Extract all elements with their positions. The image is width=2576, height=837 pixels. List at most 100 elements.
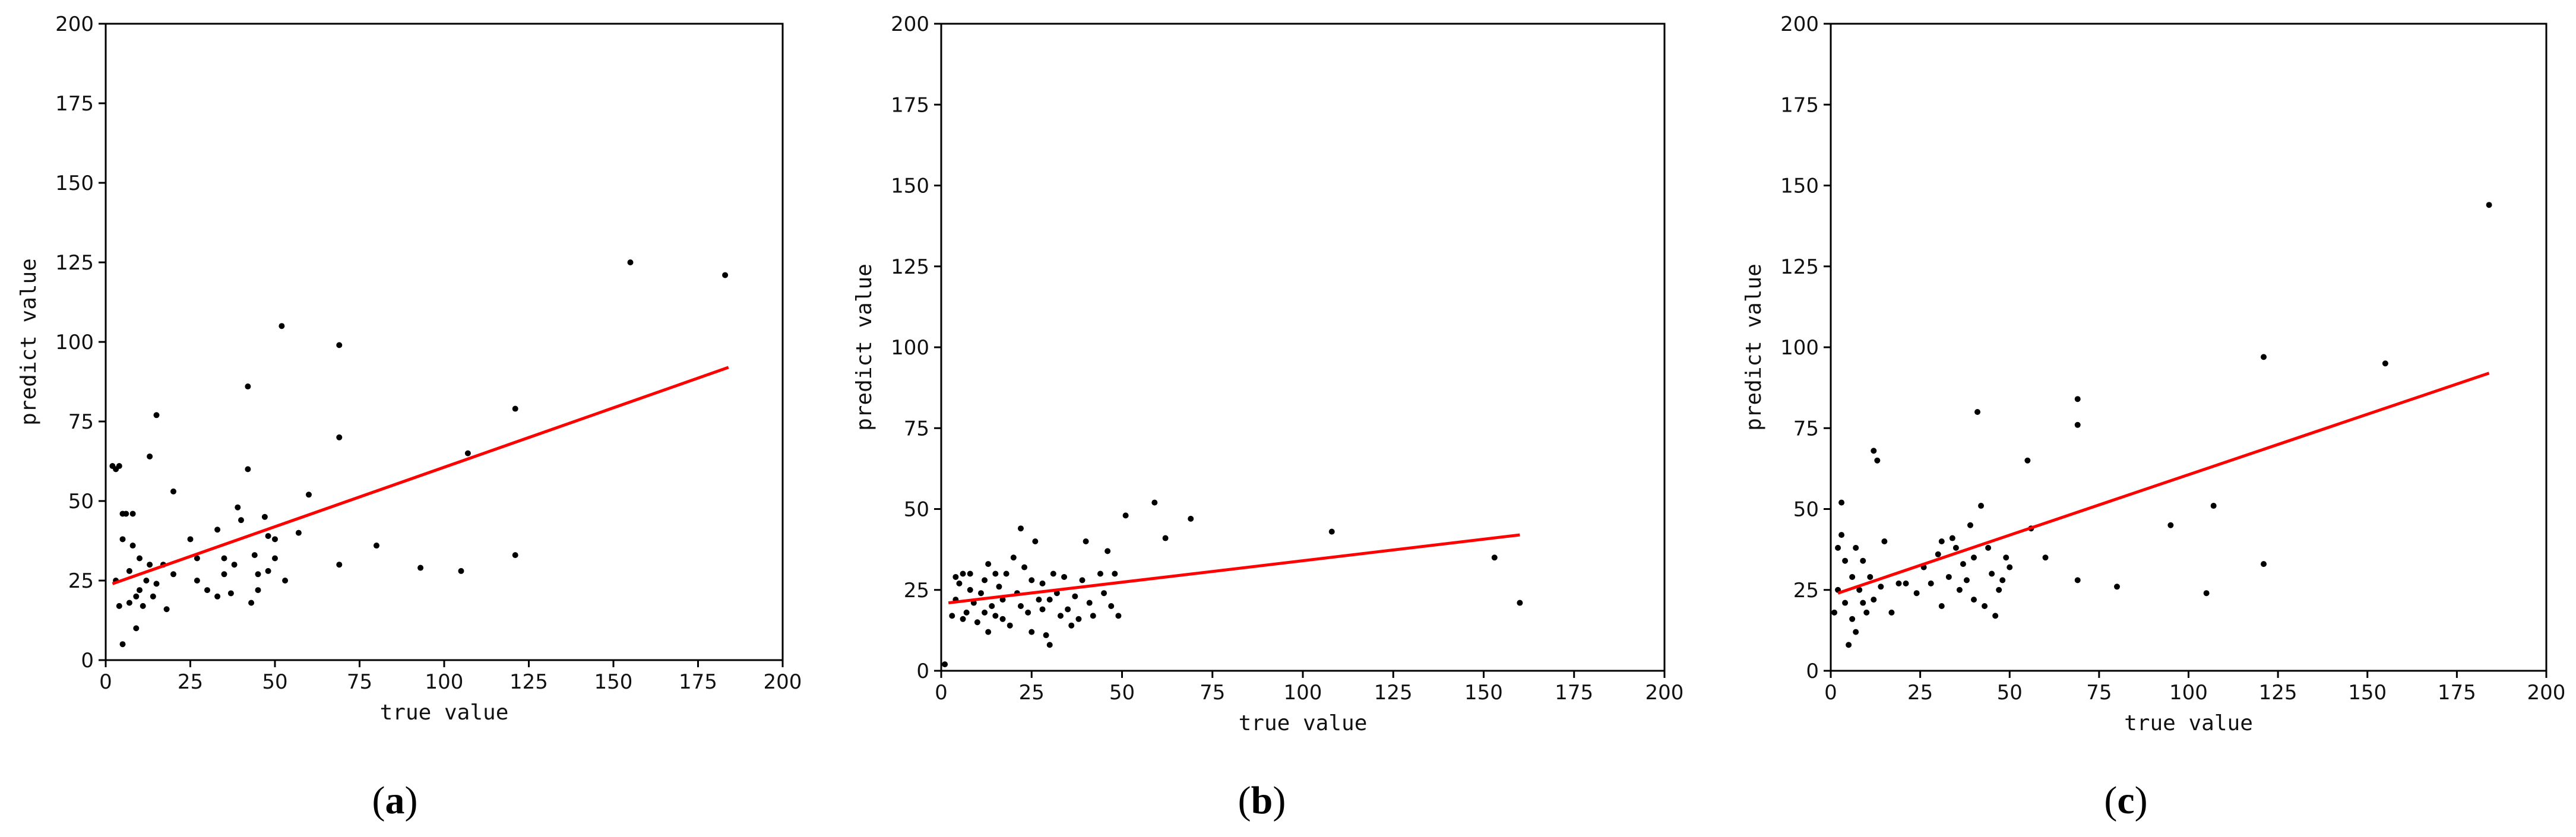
data-point (336, 434, 343, 440)
data-point (1960, 561, 1966, 567)
x-tick-label: 50 (262, 670, 287, 694)
data-point (1517, 600, 1523, 606)
data-point (1083, 538, 1089, 544)
data-point (143, 578, 150, 584)
caption-open-paren: ( (2104, 779, 2117, 822)
y-tick-label: 50 (1793, 498, 1819, 522)
data-point (137, 555, 143, 562)
x-tick-label: 25 (178, 670, 203, 694)
y-tick-label: 25 (68, 569, 94, 593)
data-point (1853, 629, 1859, 635)
data-point (1999, 577, 2006, 584)
data-point (1992, 613, 1999, 619)
data-point (2024, 457, 2031, 464)
data-point (1039, 580, 1046, 586)
data-point (170, 488, 176, 494)
data-point (255, 587, 261, 594)
data-point (1878, 584, 1884, 590)
data-point (1065, 606, 1071, 613)
y-tick-label: 175 (891, 93, 929, 117)
data-point (1028, 577, 1035, 584)
data-point (336, 342, 343, 348)
data-point (999, 597, 1006, 603)
data-point (722, 272, 729, 278)
data-point (1860, 557, 1866, 564)
data-point (1036, 597, 1042, 603)
data-point (1010, 554, 1017, 561)
chart-panel-a: 0 25 50 75 100 125 150 175 200 0 25 50 75 100 125 150 17… (17, 12, 802, 822)
data-point (2486, 202, 2492, 208)
data-point (1971, 554, 1977, 561)
x-tick-label: 175 (679, 670, 717, 694)
y-tick-label: 25 (1793, 579, 1819, 603)
data-point (1863, 609, 1870, 616)
x-tick-label: 100 (1284, 681, 1322, 705)
data-point (1849, 573, 1856, 580)
data-point (2074, 396, 2081, 402)
data-point (1151, 499, 1158, 506)
data-point (231, 562, 238, 568)
plot-frame (1830, 23, 2547, 672)
data-point (1028, 629, 1035, 635)
data-point (1491, 554, 1498, 561)
x-tick-label: 0 (99, 670, 112, 694)
data-point (119, 641, 126, 648)
caption-letter: c (2117, 779, 2134, 822)
y-tick-label: 50 (68, 490, 94, 513)
data-point (2114, 584, 2120, 590)
panel-caption: (c) (2104, 779, 2147, 822)
data-point (2167, 522, 2174, 528)
data-point (1996, 586, 2002, 593)
data-point (1188, 515, 1194, 522)
data-point (1025, 609, 1031, 616)
data-point (1978, 503, 1985, 509)
panel-caption: (a) (372, 779, 418, 822)
data-point (2261, 354, 2267, 360)
data-point (982, 609, 988, 616)
data-point (1115, 613, 1122, 619)
data-point (248, 600, 255, 606)
data-point (137, 587, 143, 594)
data-point (265, 532, 271, 539)
data-point (1913, 590, 1920, 597)
x-tick-label: 175 (1555, 681, 1593, 705)
data-point (1079, 577, 1086, 584)
data-point (1945, 573, 1952, 580)
data-point (2074, 421, 2081, 428)
data-point (1090, 613, 1096, 619)
data-point (1162, 535, 1169, 541)
data-point (221, 571, 227, 578)
data-point (2261, 561, 2267, 567)
data-point (170, 571, 176, 578)
data-point (126, 567, 132, 574)
chart-panel-c: 0 25 50 75 100 125 150 175 200 0 25 50 75 100 125 150 17… (1742, 12, 2565, 822)
y-axis-label: predict value (17, 258, 41, 426)
x-tick-label: 0 (935, 681, 948, 705)
data-point (123, 511, 129, 517)
x-tick-label: 100 (425, 670, 464, 694)
data-point (963, 609, 970, 616)
data-point (1867, 573, 1874, 580)
data-point (996, 584, 1002, 590)
y-tick-label: 0 (81, 649, 94, 673)
data-point (2007, 564, 2013, 570)
data-point (1842, 600, 1849, 606)
data-point (1017, 525, 1024, 532)
x-tick-label: 50 (1109, 681, 1135, 705)
data-point (1888, 609, 1895, 616)
x-tick-label: 150 (2348, 681, 2387, 705)
chart-panel-b: 0 25 50 75 100 125 150 175 200 0 25 50 75 100 125 150 17… (852, 12, 1683, 822)
y-tick-label: 100 (891, 336, 929, 360)
y-tick-label: 125 (55, 251, 94, 275)
data-point (1903, 580, 1909, 586)
caption-letter: a (385, 779, 405, 822)
data-point (238, 517, 244, 524)
data-point (129, 511, 136, 517)
x-tick-label: 25 (1019, 681, 1045, 705)
data-point (147, 453, 153, 459)
data-point (194, 578, 200, 584)
data-point (992, 570, 999, 577)
data-point (1039, 606, 1046, 613)
y-tick-label: 100 (1780, 336, 1819, 360)
